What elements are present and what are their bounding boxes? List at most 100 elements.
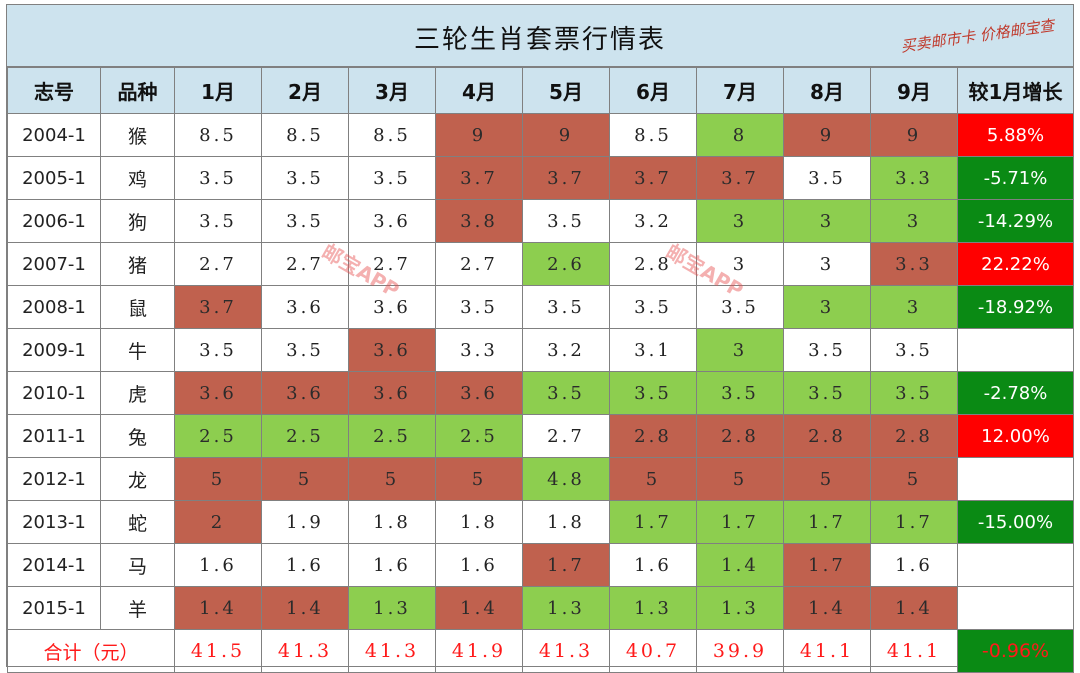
table-row: 2015-1 羊 1.4 1.4 1.3 1.4 1.3 1.3 1.3 1.4 1.4 <box>7 586 1074 630</box>
column-header: 8月 <box>783 67 871 114</box>
price-cell: 1.3 <box>522 586 610 630</box>
column-header: 3月 <box>348 67 436 114</box>
price-cell: 3 <box>696 242 784 286</box>
issue-number: 2010-1 <box>7 371 101 415</box>
price-cell: 1.6 <box>870 543 958 587</box>
zodiac-name: 蛇 <box>100 500 175 544</box>
price-cell: 3.7 <box>174 285 262 329</box>
column-header: 志号 <box>7 67 101 114</box>
growth-cell <box>957 328 1074 372</box>
column-header: 6月 <box>609 67 697 114</box>
price-cell: 1.4 <box>696 543 784 587</box>
price-cell: 2.6 <box>522 242 610 286</box>
price-cell: 1.8 <box>435 500 523 544</box>
price-cell: 3.5 <box>261 199 349 243</box>
table-row: 2013-1 蛇 2 1.9 1.8 1.8 1.8 1.7 1.7 1.7 1.7 -15.00% <box>7 500 1074 544</box>
growth-cell: -14.29% <box>957 199 1074 243</box>
price-cell: 3.5 <box>348 156 436 200</box>
zodiac-name: 牛 <box>100 328 175 372</box>
growth-cell <box>957 457 1074 501</box>
price-cell: 5 <box>174 457 262 501</box>
total-cell: 41.3 <box>348 629 436 673</box>
price-cell: 2.5 <box>174 414 262 458</box>
column-header: 2月 <box>261 67 349 114</box>
price-cell: 1.7 <box>783 500 871 544</box>
issue-number: 2007-1 <box>7 242 101 286</box>
table-row: 2006-1 狗 3.5 3.5 3.6 3.8 3.5 3.2 3 3 3 -14.29% <box>7 199 1074 243</box>
price-cell: 3.6 <box>261 371 349 415</box>
zodiac-name: 兔 <box>100 414 175 458</box>
price-cell: 3.5 <box>522 199 610 243</box>
issue-number: 2012-1 <box>7 457 101 501</box>
price-cell: 3.7 <box>435 156 523 200</box>
table-row: 2010-1 虎 3.6 3.6 3.6 3.6 3.5 3.5 3.5 3.5 3.5 -2.78% <box>7 371 1074 415</box>
price-cell: 2.7 <box>261 242 349 286</box>
column-header: 1月 <box>174 67 262 114</box>
growth-cell: -5.71% <box>957 156 1074 200</box>
zodiac-name: 猴 <box>100 113 175 157</box>
price-cell: 2.7 <box>348 242 436 286</box>
price-cell: 2.8 <box>609 242 697 286</box>
column-header: 5月 <box>522 67 610 114</box>
price-cell: 2.8 <box>870 414 958 458</box>
total-cell: 41.1 <box>870 629 958 673</box>
price-cell: 1.3 <box>348 586 436 630</box>
price-cell: 3.5 <box>522 285 610 329</box>
total-growth-cell: -0.96% <box>957 629 1074 673</box>
zodiac-name: 狗 <box>100 199 175 243</box>
issue-number: 2008-1 <box>7 285 101 329</box>
table-row: 2004-1 猴 8.5 8.5 8.5 9 9 8.5 8 9 9 5.88% <box>7 113 1074 157</box>
total-cell: 41.3 <box>522 629 610 673</box>
issue-number: 2009-1 <box>7 328 101 372</box>
issue-number: 2006-1 <box>7 199 101 243</box>
total-cell: 41.5 <box>174 629 262 673</box>
table-row: 2009-1 牛 3.5 3.5 3.6 3.3 3.2 3.1 3 3.5 3.5 <box>7 328 1074 372</box>
price-cell: 2.5 <box>261 414 349 458</box>
price-cell: 3.6 <box>348 285 436 329</box>
price-cell: 3 <box>783 199 871 243</box>
table-row: 2012-1 龙 5 5 5 5 4.8 5 5 5 5 <box>7 457 1074 501</box>
price-cell: 5 <box>696 457 784 501</box>
price-cell: 5 <box>261 457 349 501</box>
price-cell: 8.5 <box>261 113 349 157</box>
price-cell: 1.7 <box>522 543 610 587</box>
price-cell: 1.4 <box>870 586 958 630</box>
growth-cell: 5.88% <box>957 113 1074 157</box>
price-cell: 2.5 <box>435 414 523 458</box>
table-row: 2007-1 猪 2.7 2.7 2.7 2.7 2.6 2.8 3 3 3.3 22.22% <box>7 242 1074 286</box>
price-cell: 1.7 <box>696 500 784 544</box>
price-cell: 3 <box>870 199 958 243</box>
zodiac-name: 龙 <box>100 457 175 501</box>
price-cell: 2.7 <box>174 242 262 286</box>
total-cell: 41.9 <box>435 629 523 673</box>
price-cell: 1.3 <box>696 586 784 630</box>
price-cell: 5 <box>783 457 871 501</box>
price-cell: 3.1 <box>609 328 697 372</box>
price-cell: 3.5 <box>261 156 349 200</box>
growth-cell: 12.00% <box>957 414 1074 458</box>
price-cell: 3.5 <box>261 328 349 372</box>
issue-number: 2005-1 <box>7 156 101 200</box>
price-cell: 3.5 <box>783 156 871 200</box>
table-row: 2011-1 兔 2.5 2.5 2.5 2.5 2.7 2.8 2.8 2.8 2.8 12.00% <box>7 414 1074 458</box>
price-cell: 3.5 <box>174 328 262 372</box>
price-cell: 5 <box>435 457 523 501</box>
price-cell: 9 <box>522 113 610 157</box>
price-cell: 3.6 <box>348 199 436 243</box>
price-cell: 4.8 <box>522 457 610 501</box>
growth-cell: -18.92% <box>957 285 1074 329</box>
zodiac-name: 马 <box>100 543 175 587</box>
total-cell: 39.9 <box>696 629 784 673</box>
column-header: 4月 <box>435 67 523 114</box>
price-cell: 1.4 <box>435 586 523 630</box>
zodiac-name: 鸡 <box>100 156 175 200</box>
price-cell: 1.4 <box>174 586 262 630</box>
header-row: 志号 品种 1月 2月 3月 4月 5月 6月 7月 8月 9月 较1月增长 <box>7 67 1074 114</box>
zodiac-name: 猪 <box>100 242 175 286</box>
price-cell: 3.5 <box>609 371 697 415</box>
zodiac-name: 虎 <box>100 371 175 415</box>
price-cell: 3.3 <box>870 242 958 286</box>
price-cell: 3.8 <box>435 199 523 243</box>
price-cell: 1.4 <box>783 586 871 630</box>
price-cell: 3.5 <box>435 285 523 329</box>
